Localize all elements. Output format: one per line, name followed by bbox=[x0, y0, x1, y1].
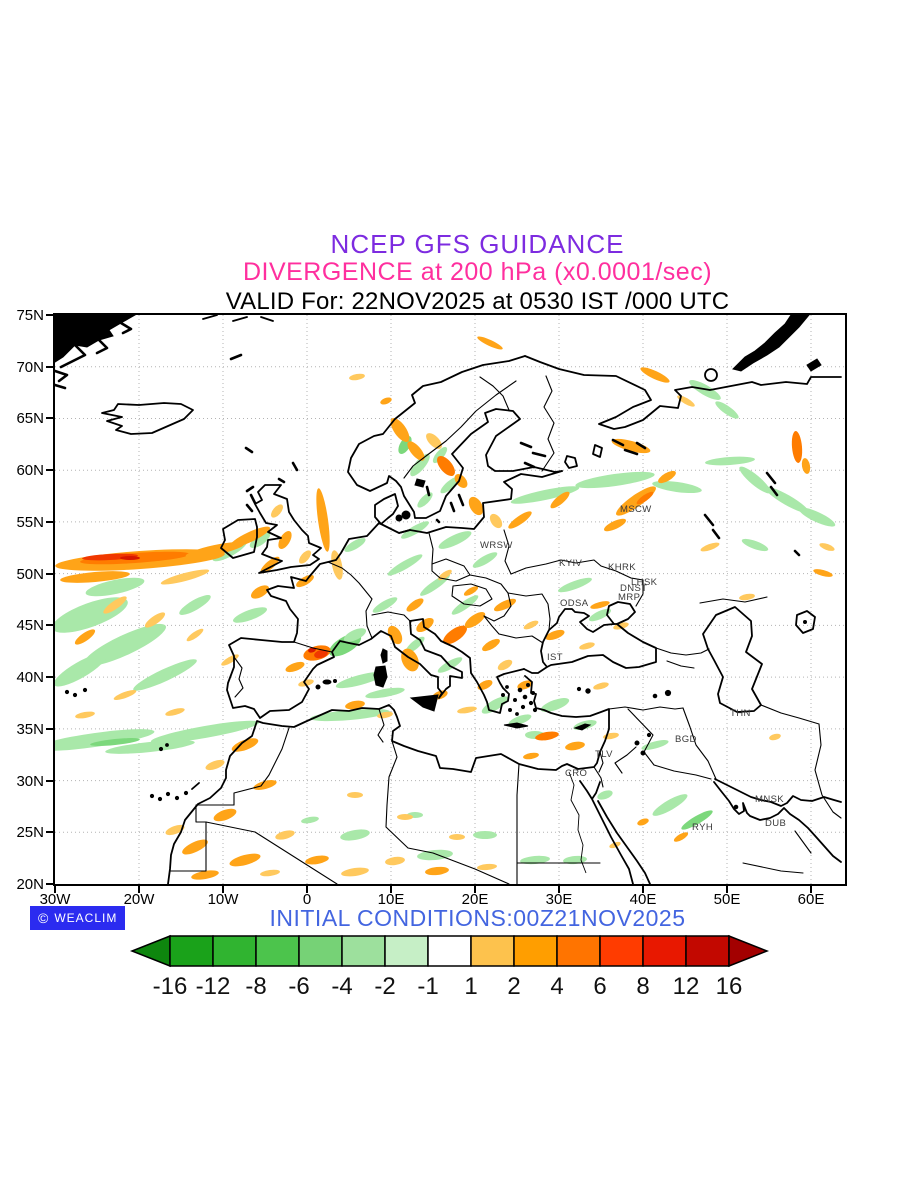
copyright-circle-icon: © bbox=[38, 910, 49, 926]
lon-tick-label-40E: 40E bbox=[629, 891, 657, 908]
colorbar-label--4: -4 bbox=[331, 973, 352, 1000]
lon-tick-label-10E: 10E bbox=[377, 891, 405, 908]
lat-tick bbox=[46, 779, 53, 782]
colorbar-label--6: -6 bbox=[288, 973, 309, 1000]
atlantic-islands bbox=[64, 687, 189, 802]
city-label-cro: CRO bbox=[565, 768, 587, 779]
lat-tick bbox=[46, 676, 53, 679]
lat-tick-label-50N: 50N bbox=[16, 565, 44, 583]
lon-tick-label-30W: 30W bbox=[39, 891, 71, 908]
lon-tick-label-20E: 20E bbox=[461, 891, 489, 908]
lat-tick-label-45N: 45N bbox=[16, 617, 44, 635]
weaclim-logo: © WEACLIM bbox=[30, 906, 126, 930]
lon-tick-label-50E: 50E bbox=[713, 891, 741, 908]
initial-conditions-line: INITIAL CONDITIONS:00Z21NOV2025 bbox=[269, 905, 686, 931]
lat-tick bbox=[46, 365, 53, 368]
page-title: NCEP GFS GUIDANCE bbox=[330, 229, 625, 259]
lon-tick bbox=[138, 886, 140, 893]
city-label-dub: DUB bbox=[765, 818, 786, 829]
lat-tick bbox=[46, 624, 53, 627]
lon-tick bbox=[54, 886, 56, 893]
city-label-mscw: MSCW bbox=[620, 504, 652, 515]
lat-tick-label-60N: 60N bbox=[16, 462, 44, 480]
city-label-ist: IST bbox=[547, 652, 563, 663]
lon-tick-label-0: 0 bbox=[302, 891, 312, 908]
brand-label: WEACLIM bbox=[54, 911, 118, 925]
lon-tick bbox=[642, 886, 644, 893]
lat-tick-label-30N: 30N bbox=[16, 772, 44, 790]
lon-tick-label-20W: 20W bbox=[123, 891, 155, 908]
colorbar-segments bbox=[129, 934, 770, 968]
colorbar-label--12: -12 bbox=[196, 973, 231, 1000]
lat-tick bbox=[46, 469, 53, 472]
city-label-kyiv: KYIV bbox=[559, 558, 583, 569]
lat-tick-label-65N: 65N bbox=[16, 410, 44, 428]
colorbar-label-16: 16 bbox=[716, 973, 743, 1000]
lat-tick bbox=[46, 314, 53, 316]
lon-tick bbox=[474, 886, 476, 893]
city-label-khrk: KHRK bbox=[608, 562, 636, 573]
lat-tick bbox=[46, 417, 53, 420]
colorbar-label--1: -1 bbox=[417, 973, 438, 1000]
city-label-wrsw: WRSW bbox=[480, 540, 513, 551]
country-borders bbox=[169, 375, 842, 884]
valid-time-line: VALID For: 22NOV2025 at 0530 IST /000 UT… bbox=[225, 288, 730, 315]
colorbar-tick-labels: -16 -12 -8 -6 -4 -2 -1 1 2 4 6 8 12 16 bbox=[153, 973, 743, 1000]
city-label-bgd: BGD bbox=[675, 734, 697, 745]
city-label-ryh: RYH bbox=[692, 822, 713, 833]
colorbar-label--16: -16 bbox=[153, 973, 188, 1000]
lat-tick-label-75N: 75N bbox=[16, 307, 44, 324]
lon-tick bbox=[726, 886, 728, 893]
city-label-tlv: TLV bbox=[595, 749, 613, 760]
city-label-dnst: DNST bbox=[620, 583, 647, 594]
lat-tick-label-55N: 55N bbox=[16, 513, 44, 531]
lon-tick bbox=[390, 886, 392, 893]
lat-tick-label-25N: 25N bbox=[16, 824, 44, 842]
city-label-mnsk: MNSK bbox=[755, 794, 784, 805]
lat-tick bbox=[46, 520, 53, 523]
lon-tick bbox=[810, 886, 812, 893]
lat-tick-label-20N: 20N bbox=[16, 876, 44, 894]
lat-tick bbox=[46, 883, 53, 886]
lat-tick bbox=[46, 727, 53, 730]
lon-tick bbox=[222, 886, 224, 893]
lon-tick-label-30E: 30E bbox=[545, 891, 573, 908]
colorbar-label--8: -8 bbox=[245, 973, 266, 1000]
lat-tick bbox=[46, 831, 53, 834]
colorbar-legend: -16 -12 -8 -6 -4 -2 -1 1 2 4 6 8 12 16 bbox=[129, 934, 770, 1000]
lon-tick bbox=[558, 886, 560, 893]
divergence-shading bbox=[55, 336, 836, 880]
city-label-thn: THN bbox=[730, 708, 751, 719]
colorbar-label-8: 8 bbox=[636, 973, 649, 1000]
colorbar-label-6: 6 bbox=[593, 973, 606, 1000]
lon-tick bbox=[306, 886, 308, 893]
lat-tick-label-70N: 70N bbox=[16, 358, 44, 376]
aegean-islands bbox=[501, 683, 538, 716]
colorbar-label-2: 2 bbox=[507, 973, 520, 1000]
lon-tick-label-60E: 60E bbox=[797, 891, 825, 908]
lake-marks bbox=[576, 686, 672, 756]
colorbar-label-4: 4 bbox=[550, 973, 563, 1000]
city-label-mrp: MRP bbox=[618, 592, 640, 603]
colorbar-label-12: 12 bbox=[673, 973, 700, 1000]
colorbar-label-1: 1 bbox=[464, 973, 477, 1000]
colorbar-label--2: -2 bbox=[374, 973, 395, 1000]
coastlines bbox=[55, 315, 842, 884]
lat-tick-label-40N: 40N bbox=[16, 669, 44, 687]
lat-tick bbox=[46, 572, 53, 575]
city-label-odsa: ODSA bbox=[560, 598, 589, 609]
lat-tick-label-35N: 35N bbox=[16, 720, 44, 738]
city-label-lhsk: LHSK bbox=[631, 577, 658, 588]
map-frame: MSCW WRSW KYIV KHRK LHSK DNST MRP ODSA IST THN BGD… bbox=[53, 313, 847, 886]
lon-tick-label-10W: 10W bbox=[207, 891, 239, 908]
chart-subtitle: DIVERGENCE at 200 hPa (x0.0001/sec) bbox=[242, 258, 713, 286]
